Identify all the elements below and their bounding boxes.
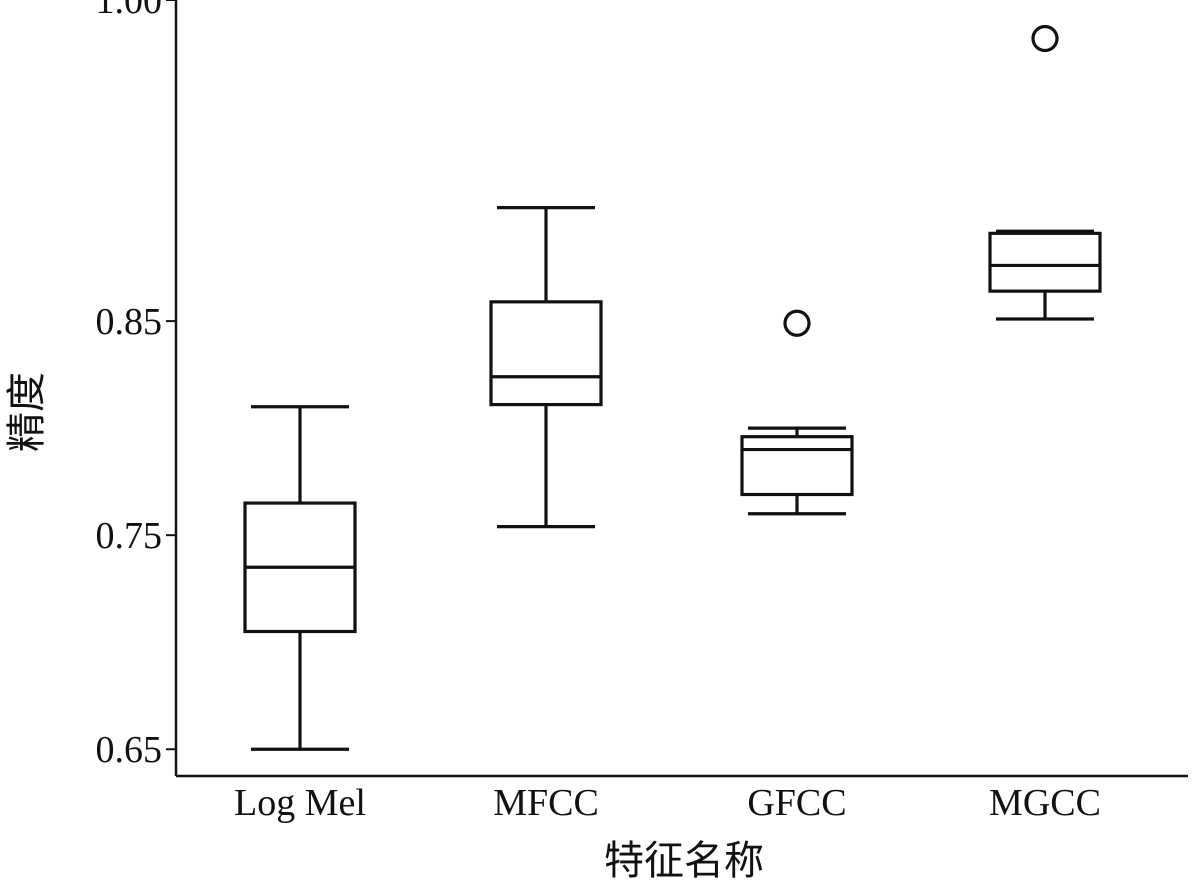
y-tick-label: 0.75 [96, 515, 163, 557]
x-axis-title: 特征名称 [604, 838, 764, 883]
y-axis-title: 精度 [4, 372, 49, 452]
iqr-box [988, 231, 1102, 293]
y-tick-label: 0.65 [96, 729, 163, 771]
box-mgcc [988, 24, 1102, 321]
box-log-mel [243, 405, 357, 751]
outlier-point [1031, 24, 1059, 53]
iqr-box [740, 435, 854, 497]
y-tick-label: 1.00 [96, 0, 163, 22]
boxes-group [243, 24, 1102, 751]
box-mfcc [489, 206, 603, 529]
x-tick-label: Log Mel [234, 782, 366, 824]
x-tick-label: MFCC [493, 782, 599, 824]
y-tick-label: 0.85 [96, 301, 163, 343]
iqr-box [489, 300, 603, 407]
outlier-point [783, 309, 811, 337]
axes: 0.65 0.75 0.85 1.00 Log Mel MFCC GFCC MGCC [96, 0, 1188, 824]
x-tick-label: MGCC [989, 782, 1101, 824]
box-gfcc [740, 309, 854, 516]
x-tick-label: GFCC [747, 782, 846, 824]
